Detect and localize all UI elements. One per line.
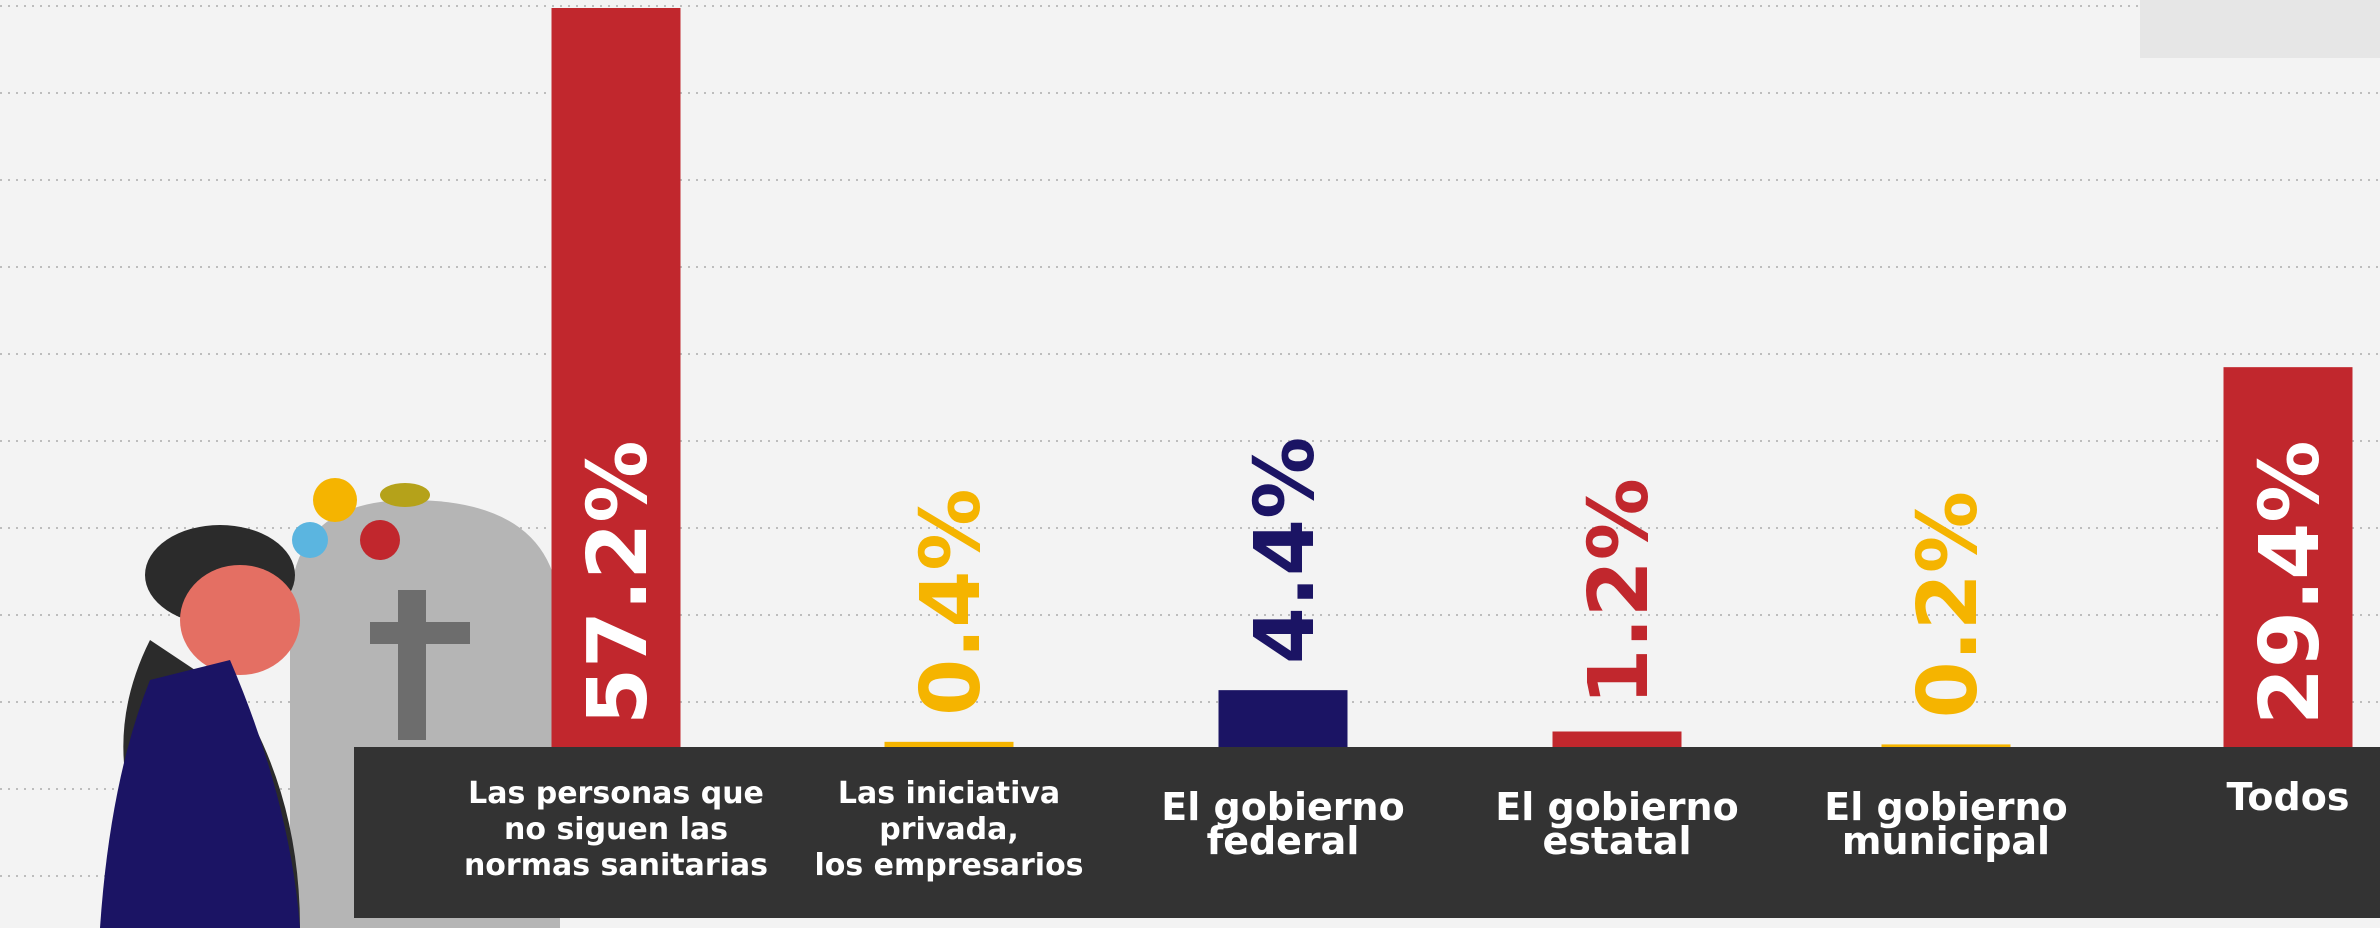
category-label: El gobierno municipal [1824,785,2068,863]
bar [884,741,1014,747]
value-label: 4.4% [1238,437,1333,664]
value-label: 29.4% [2243,441,2338,725]
face [180,565,300,675]
bar [1881,744,2011,747]
value-label: 0.2% [1901,491,1996,718]
bar [1552,731,1682,747]
value-label: 0.4% [904,488,999,715]
value-label: 1.2% [1572,478,1667,705]
category-label: El gobierno estatal [1495,785,1739,863]
category-label: El gobierno federal [1161,785,1405,863]
category-label: Las personas que no siguen las normas sa… [463,776,769,883]
category-label: Todos [2226,775,2350,819]
category-label: Las iniciativa privada, los empresarios [814,776,1084,883]
dress [100,660,300,928]
bar [2223,367,2353,747]
flower [313,478,357,522]
decor-rect [2140,0,2380,58]
value-label: 57.2% [571,441,666,725]
flower [360,520,400,560]
leaf [380,483,430,507]
cross [398,590,426,740]
flower [292,522,328,558]
bars: 57.2% 0.4% 4.4% 1.2% 0.2% 29.4% [551,8,2353,747]
label-band [354,747,2380,918]
bar [1218,690,1348,747]
bar [551,8,681,747]
cross [370,622,470,644]
